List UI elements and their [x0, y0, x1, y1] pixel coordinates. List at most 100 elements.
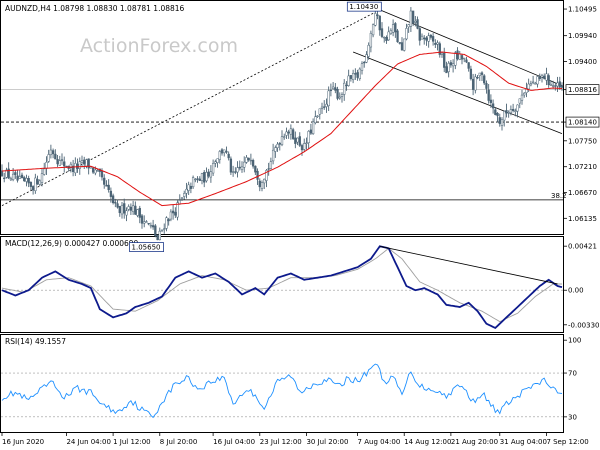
candle-body [445, 66, 448, 74]
candle-body [523, 92, 526, 96]
candle-body [516, 104, 519, 112]
candle-body [231, 171, 235, 173]
candle-body [249, 159, 253, 162]
candle-body [103, 177, 106, 185]
candle-body [111, 195, 115, 204]
rsi-tick-label: 30 [568, 413, 577, 421]
candle-body [80, 160, 84, 163]
candle-body [498, 117, 501, 124]
time-tick-label: 7 Aug 04:00 [358, 438, 401, 446]
candle-body [309, 129, 313, 134]
candle-body [294, 137, 297, 144]
candle-body [109, 190, 113, 197]
candle-body [394, 23, 397, 33]
candle-body [29, 181, 33, 187]
candle-body [260, 182, 264, 189]
candle-body [227, 153, 230, 159]
candle-body [236, 167, 239, 173]
candle-body [529, 83, 533, 86]
candle-body [380, 28, 384, 37]
candle-body [138, 207, 141, 218]
candle-body [358, 68, 361, 79]
candle-body [303, 143, 306, 150]
price-tick-label: 1.09400 [568, 58, 597, 66]
candle-body [105, 184, 108, 187]
candle-body [489, 99, 493, 103]
candle-body [485, 83, 488, 89]
candle-body [229, 158, 233, 173]
candle-body [216, 158, 219, 163]
rsi-tick-label: 100 [568, 337, 581, 345]
candle-body [5, 169, 8, 178]
rsi-header: RSI(14) 49.1557 [5, 337, 66, 346]
candle-body [51, 150, 55, 155]
candle-body [283, 136, 286, 138]
candle-body [527, 83, 530, 90]
candle-body [54, 153, 57, 160]
candle-body [507, 112, 510, 114]
candle-body [443, 52, 446, 68]
candle-body [429, 34, 433, 38]
candle-body [163, 228, 166, 230]
candle-body [191, 177, 195, 188]
candle-body [243, 161, 246, 168]
candle-body [411, 10, 415, 24]
candle-body [414, 20, 417, 23]
candle-body [223, 149, 226, 154]
candle-body [500, 119, 504, 126]
price-tick-label: 1.09940 [568, 32, 597, 40]
candle-body [387, 31, 390, 41]
macd-tick-label: 0.00 [568, 287, 584, 295]
candle-body [269, 161, 273, 169]
candle-body [425, 37, 428, 41]
candle-body [27, 178, 30, 184]
candle-body [209, 171, 213, 178]
candle-body [205, 172, 208, 182]
candle-body [385, 37, 388, 41]
candle-body [447, 63, 450, 72]
candle-body [289, 128, 293, 135]
moving-average-line [1, 51, 563, 207]
candle-body [311, 121, 315, 135]
candle-body [258, 180, 261, 188]
candle-body [85, 159, 88, 167]
candle-body [334, 87, 337, 91]
candle-body [525, 88, 528, 93]
candle-body [151, 225, 155, 228]
candle-body [376, 14, 379, 16]
candle-body [96, 170, 99, 172]
candle-body [183, 193, 186, 197]
candle-body [354, 73, 357, 75]
candle-body [123, 203, 126, 214]
candle-body [549, 84, 553, 86]
candle-body [225, 150, 228, 153]
time-tick-label: 8 Jul 20:00 [160, 438, 198, 446]
candle-body [200, 173, 204, 181]
candle-body [514, 110, 517, 112]
candle-body [189, 185, 193, 189]
candle-body [536, 76, 539, 85]
candle-body [465, 59, 468, 63]
candle-body [320, 106, 324, 109]
candle-body [471, 78, 475, 90]
candle-body [338, 96, 341, 99]
candle-body [391, 24, 395, 33]
candle-body [145, 221, 148, 223]
candle-body [398, 42, 401, 44]
candle-body [265, 170, 268, 181]
time-tick-label: 23 Jul 12:00 [260, 438, 302, 446]
candle-body [280, 136, 284, 146]
candle-body [327, 90, 330, 107]
candle-body [174, 211, 177, 216]
candle-body [340, 94, 344, 97]
candle-body [349, 75, 353, 79]
candle-body [49, 149, 53, 156]
candle-body [220, 149, 224, 154]
candle-body [63, 161, 66, 167]
candle-body [185, 188, 188, 194]
candle-body [245, 157, 248, 163]
candle-body [31, 186, 35, 191]
candle-body [36, 179, 39, 185]
candle-body [20, 174, 24, 179]
rsi-panel [0, 334, 564, 433]
